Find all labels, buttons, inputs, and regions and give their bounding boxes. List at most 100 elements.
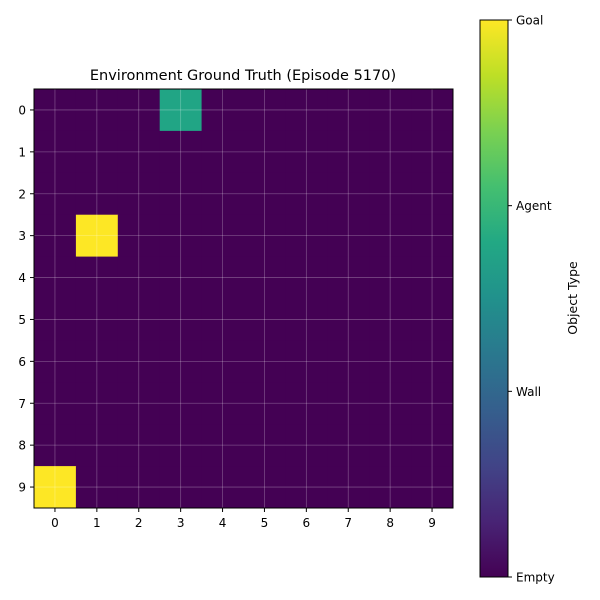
cell-r7-c0	[34, 382, 77, 425]
x-tick-label: 1	[93, 516, 101, 530]
cell-r8-c4	[201, 424, 244, 467]
cell-r5-c6	[285, 298, 328, 341]
cell-r0-c6	[285, 89, 328, 132]
cell-r2-c5	[243, 172, 286, 216]
cell-r0-c2	[117, 89, 161, 132]
cell-r2-c1	[75, 172, 119, 216]
plot-frame	[33, 88, 454, 509]
cell-r9-c6	[285, 466, 328, 509]
colorbar-tick-label: Goal	[516, 14, 543, 28]
cell-r5-c2	[117, 298, 161, 341]
cell-r1-c2	[117, 130, 161, 174]
cell-r7-c9	[411, 382, 454, 425]
cell-r8-c7	[327, 424, 370, 467]
cell-r4-c3	[159, 256, 203, 299]
colorbar	[479, 19, 509, 578]
cell-r3-c3	[159, 214, 203, 258]
cell-r8-c8	[369, 424, 412, 467]
cell-r6-c2	[117, 340, 161, 383]
cell-r7-c8	[369, 382, 412, 425]
cell-r8-c5	[243, 424, 286, 467]
cell-r8-c3	[159, 424, 203, 467]
cell-r5-c0	[34, 298, 77, 341]
cell-r6-c6	[285, 340, 328, 383]
x-tick-label: 4	[219, 516, 227, 530]
cell-r0-c7	[327, 89, 370, 132]
cell-r3-c9	[411, 214, 454, 258]
cell-r1-c4	[201, 130, 244, 174]
cell-r6-c1	[75, 340, 119, 383]
cell-r0-c5	[243, 89, 286, 132]
x-tick-label: 6	[303, 516, 311, 530]
grid-lines	[34, 89, 453, 508]
cell-r0-c9	[411, 89, 454, 132]
cell-r1-c1	[75, 130, 119, 174]
y-tick-label: 4	[18, 271, 26, 285]
x-tick-label: 9	[428, 516, 436, 530]
cell-r1-c8	[369, 130, 412, 174]
cell-r4-c6	[285, 256, 328, 299]
heatmap-cells	[34, 89, 454, 509]
cell-r4-c0	[34, 256, 77, 299]
x-tick-label: 5	[261, 516, 269, 530]
cell-r6-c5	[243, 340, 286, 383]
colorbar-tick-label: Agent	[516, 199, 552, 213]
x-tick-label: 7	[344, 516, 352, 530]
cell-r1-c6	[285, 130, 328, 174]
cell-r9-c2	[117, 466, 161, 509]
cell-r4-c7	[327, 256, 370, 299]
cell-r7-c3	[159, 382, 203, 425]
cell-r1-c7	[327, 130, 370, 174]
cell-r2-c0	[34, 172, 77, 216]
cell-r4-c8	[369, 256, 412, 299]
cell-r5-c1	[75, 298, 119, 341]
cell-r9-c3	[159, 466, 203, 509]
cell-r9-c9	[411, 466, 454, 509]
cell-r5-c7	[327, 298, 370, 341]
cell-r3-c1	[75, 214, 119, 258]
cell-r3-c5	[243, 214, 286, 258]
cell-r8-c1	[75, 424, 119, 467]
x-tick-label: 2	[135, 516, 143, 530]
cell-r5-c4	[201, 298, 244, 341]
y-tick-label: 3	[18, 229, 26, 243]
cell-r8-c0	[34, 424, 77, 467]
cell-r7-c6	[285, 382, 328, 425]
cell-r4-c4	[201, 256, 244, 299]
y-tick-label: 1	[18, 145, 26, 159]
cell-r6-c3	[159, 340, 203, 383]
cell-r2-c7	[327, 172, 370, 216]
cell-r6-c0	[34, 340, 77, 383]
cell-r3-c8	[369, 214, 412, 258]
cell-r3-c0	[34, 214, 77, 258]
cell-r7-c4	[201, 382, 244, 425]
cell-r4-c5	[243, 256, 286, 299]
cell-r1-c9	[411, 130, 454, 174]
cell-r1-c3	[159, 130, 203, 174]
x-axis-ticks: 0 1 2 3 4 5 6 7 8 9	[51, 508, 436, 530]
y-tick-label: 0	[18, 103, 26, 117]
y-axis-ticks: 0 1 2 3 4 5 6 7 8 9	[18, 103, 34, 495]
cell-r9-c4	[201, 466, 244, 509]
cell-r8-c6	[285, 424, 328, 467]
y-tick-label: 8	[18, 439, 26, 453]
cell-r0-c1	[75, 89, 119, 132]
cell-r5-c8	[369, 298, 412, 341]
cell-r9-c0	[34, 466, 77, 509]
x-tick-label: 3	[177, 516, 185, 530]
cell-r2-c3	[159, 172, 203, 216]
cell-r7-c5	[243, 382, 286, 425]
cell-r9-c8	[369, 466, 412, 509]
cell-r0-c3	[159, 89, 203, 132]
y-tick-label: 7	[18, 397, 26, 411]
colorbar-tick-label: Wall	[516, 385, 541, 399]
y-tick-label: 6	[18, 355, 26, 369]
cell-r6-c7	[327, 340, 370, 383]
colorbar-label: Object Type	[565, 261, 580, 335]
cell-r3-c4	[201, 214, 244, 258]
cell-r2-c2	[117, 172, 161, 216]
chart-title: Environment Ground Truth (Episode 5170)	[90, 68, 396, 84]
cell-r7-c1	[75, 382, 119, 425]
cell-r3-c7	[327, 214, 370, 258]
cell-r3-c6	[285, 214, 328, 258]
